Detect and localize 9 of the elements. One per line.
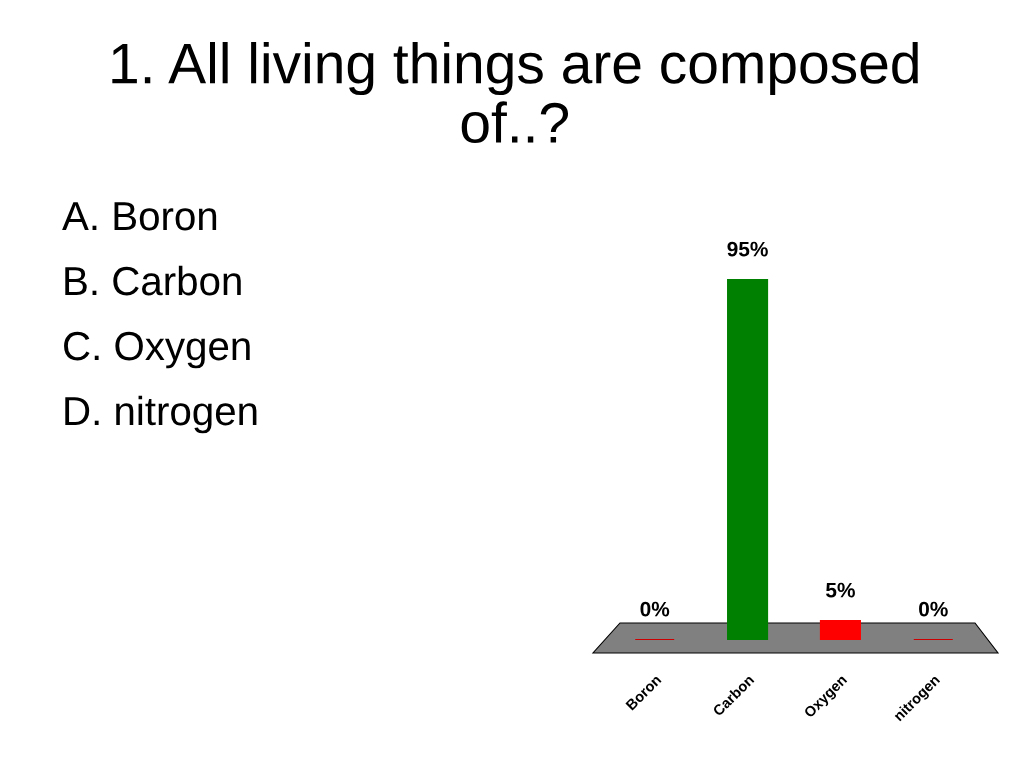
text: C. Oxygen <box>64 331 250 369</box>
data-label: 5% <box>826 582 855 598</box>
data-label: 0% <box>640 601 670 617</box>
text: D. nitrogen <box>65 395 257 434</box>
data-label: 95% <box>727 241 768 257</box>
text: B. Carbon <box>65 265 241 296</box>
chart-title: 1. All living things are composed of..? <box>112 42 918 144</box>
data-label: 0% <box>919 601 948 617</box>
text: A. Boron <box>62 202 217 231</box>
